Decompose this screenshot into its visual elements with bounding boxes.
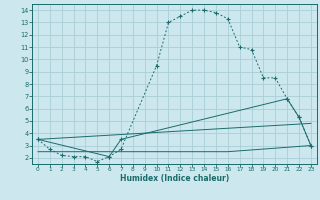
X-axis label: Humidex (Indice chaleur): Humidex (Indice chaleur) [120,174,229,183]
